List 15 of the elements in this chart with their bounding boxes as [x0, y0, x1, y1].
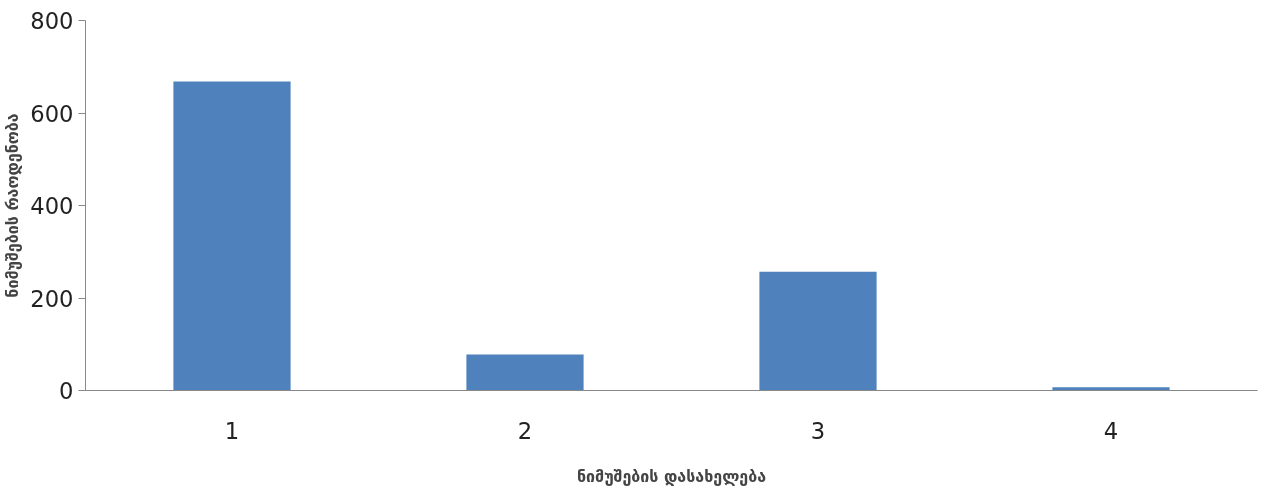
y-tick-label: 600	[30, 100, 74, 127]
bar	[759, 271, 877, 391]
bar	[1052, 387, 1170, 391]
x-tick-label: 1	[224, 417, 240, 444]
y-axis-title: ნიმუშების რაოდენობა	[3, 113, 23, 298]
y-tick-label: 400	[30, 193, 74, 219]
x-axis-title: ნიმუშების დასახელება	[576, 466, 767, 486]
x-tick-label: 2	[517, 417, 533, 444]
bar	[173, 81, 291, 391]
x-tick-label: 3	[810, 417, 826, 444]
y-tick-label: 200	[30, 285, 74, 312]
y-tick-label: 800	[30, 8, 74, 34]
x-tick-label: 4	[1103, 417, 1119, 444]
y-tick-label: 0	[59, 378, 74, 404]
bar	[466, 354, 584, 391]
